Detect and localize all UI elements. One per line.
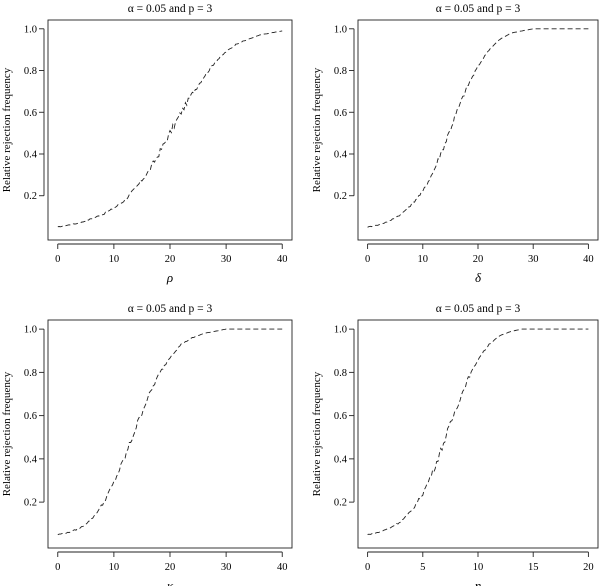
y-tick-label: 0.6 bbox=[334, 108, 347, 119]
chart-title: α = 0.05 and p = 3 bbox=[128, 3, 213, 15]
chart-panel-3: α = 0.05 and p = 3 0 10 20 30 40 0.2 0.4 0.6 0.8 1… bbox=[1, 303, 293, 586]
y-tick-label: 0.2 bbox=[334, 498, 347, 509]
plot-frame bbox=[357, 19, 599, 241]
y-tick-label: 0.8 bbox=[334, 368, 347, 379]
y-axis-label: Relative rejection frequency bbox=[311, 67, 323, 192]
y-tick-label: 0.8 bbox=[24, 368, 37, 379]
x-tick-label: 10 bbox=[418, 254, 429, 265]
x-tick-label: 0 bbox=[55, 254, 60, 265]
x-tick-label: 10 bbox=[109, 254, 120, 265]
x-tick-label: 0 bbox=[55, 562, 60, 573]
plot-frame bbox=[357, 319, 599, 549]
y-axis-label: Relative rejection frequency bbox=[311, 371, 323, 496]
y-tick-label: 0.4 bbox=[334, 149, 348, 160]
x-tick-label: 20 bbox=[165, 562, 176, 573]
rejection-frequency-line bbox=[367, 28, 589, 228]
y-axis-label: Relative rejection frequency bbox=[1, 67, 13, 192]
x-tick-label: 15 bbox=[528, 562, 539, 573]
x-tick-label: 0 bbox=[365, 562, 370, 573]
x-axis-label: ρ bbox=[166, 270, 173, 285]
chart-title: α = 0.05 and p = 3 bbox=[436, 3, 521, 15]
y-tick-label: 1.0 bbox=[24, 24, 37, 35]
y-tick-label: 1.0 bbox=[334, 24, 347, 35]
y-tick-label: 0.6 bbox=[24, 411, 37, 422]
chart-title: α = 0.05 and p = 3 bbox=[436, 303, 521, 315]
rejection-frequency-line bbox=[57, 328, 283, 536]
y-tick-label: 0.2 bbox=[24, 498, 37, 509]
y-tick-label: 0.2 bbox=[24, 191, 37, 202]
x-tick-label: 20 bbox=[165, 254, 176, 265]
y-tick-label: 0.8 bbox=[24, 66, 37, 77]
x-axis-label: δ bbox=[475, 270, 482, 285]
x-tick-label: 5 bbox=[420, 562, 425, 573]
x-tick-label: 40 bbox=[583, 254, 594, 265]
y-tick-label: 0.6 bbox=[24, 108, 37, 119]
x-axis-label: κ bbox=[167, 578, 174, 586]
plot-frame bbox=[47, 19, 293, 241]
chart-panel-2: α = 0.05 and p = 3 0 10 20 30 40 0.2 0.4 0.6 0.8 1… bbox=[311, 3, 599, 285]
x-tick-label: 30 bbox=[528, 254, 539, 265]
y-axis-label: Relative rejection frequency bbox=[1, 371, 13, 496]
x-tick-label: 20 bbox=[473, 254, 484, 265]
rejection-frequency-line bbox=[367, 328, 589, 535]
y-tick-label: 0.8 bbox=[334, 66, 347, 77]
x-tick-label: 20 bbox=[583, 562, 594, 573]
y-tick-label: 0.6 bbox=[334, 411, 347, 422]
chart-panel-1: α = 0.05 and p = 3 0 10 20 30 40 0.2 0.4 0.6 0.8 1… bbox=[1, 3, 293, 285]
y-tick-label: 0.4 bbox=[24, 454, 38, 465]
chart-panel-4: α = 0.05 and p = 3 0 5 10 15 20 0.2 0.4 0.6 0.8 1.… bbox=[311, 303, 599, 586]
x-tick-label: 40 bbox=[277, 562, 288, 573]
plot-frame bbox=[47, 319, 293, 549]
y-tick-label: 1.0 bbox=[24, 325, 37, 336]
rejection-frequency-line bbox=[57, 30, 283, 228]
y-tick-label: 0.4 bbox=[24, 149, 38, 160]
chart-title: α = 0.05 and p = 3 bbox=[128, 303, 213, 315]
x-tick-label: 0 bbox=[365, 254, 370, 265]
x-tick-label: 40 bbox=[277, 254, 288, 265]
y-tick-label: 0.4 bbox=[334, 454, 348, 465]
y-tick-label: 1.0 bbox=[334, 325, 347, 336]
x-tick-label: 10 bbox=[473, 562, 484, 573]
y-tick-label: 0.2 bbox=[334, 191, 347, 202]
x-tick-label: 30 bbox=[221, 254, 232, 265]
x-tick-label: 30 bbox=[221, 562, 232, 573]
x-tick-label: 10 bbox=[109, 562, 120, 573]
x-axis-label: η bbox=[475, 578, 481, 586]
